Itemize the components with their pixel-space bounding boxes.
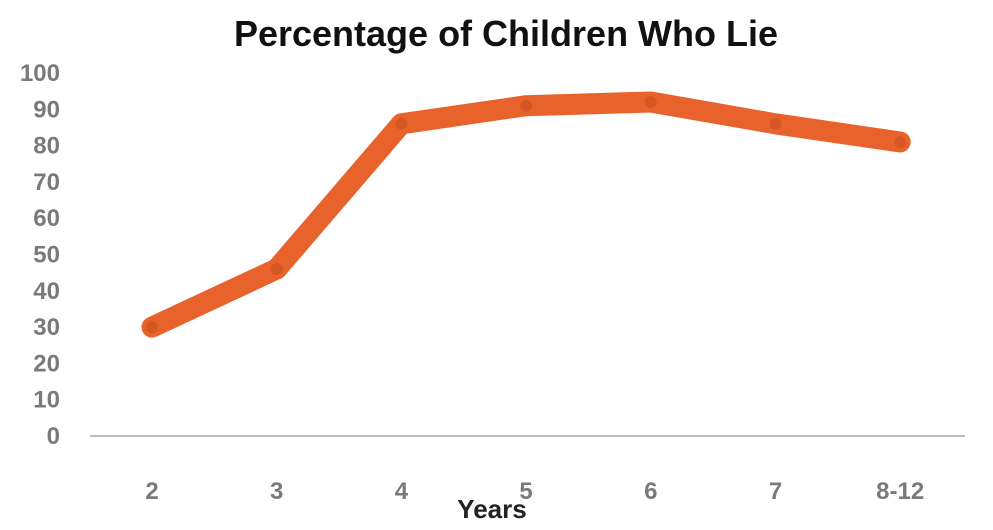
y-tick-label: 90 (33, 96, 60, 123)
x-tick-label: 3 (270, 478, 283, 505)
data-point (395, 117, 408, 130)
y-tick-label: 70 (33, 169, 60, 196)
x-tick-label: 7 (769, 478, 782, 505)
series-line (141, 91, 911, 338)
x-tick-label: 2 (145, 478, 158, 505)
y-axis: 0 10 20 30 40 50 60 70 80 90 100 (20, 60, 60, 450)
y-tick-label: 30 (33, 314, 60, 341)
data-point (146, 321, 158, 334)
x-axis-label: Years (457, 494, 526, 524)
y-tick-label: 80 (33, 133, 60, 160)
x-axis: 2 3 4 5 6 7 8-12 (90, 435, 965, 505)
plot-area (141, 91, 911, 338)
y-tick-label: 10 (33, 387, 60, 414)
x-tick-label: 6 (644, 478, 657, 505)
y-tick-label: 50 (33, 242, 60, 269)
y-tick-label: 60 (33, 205, 60, 232)
x-tick-label: 5 (519, 478, 532, 505)
y-tick-label: 0 (47, 423, 60, 450)
y-tick-label: 40 (33, 278, 60, 305)
x-tick-label: 4 (395, 478, 409, 505)
x-tick-label: 8-12 (876, 478, 924, 505)
data-point (270, 263, 283, 275)
data-point (769, 117, 782, 130)
data-point (520, 99, 533, 112)
data-point (894, 136, 907, 148)
y-tick-label: 100 (20, 60, 60, 87)
data-point (644, 96, 657, 108)
y-tick-label: 20 (33, 350, 60, 377)
chart-title: Percentage of Children Who Lie (234, 13, 778, 54)
